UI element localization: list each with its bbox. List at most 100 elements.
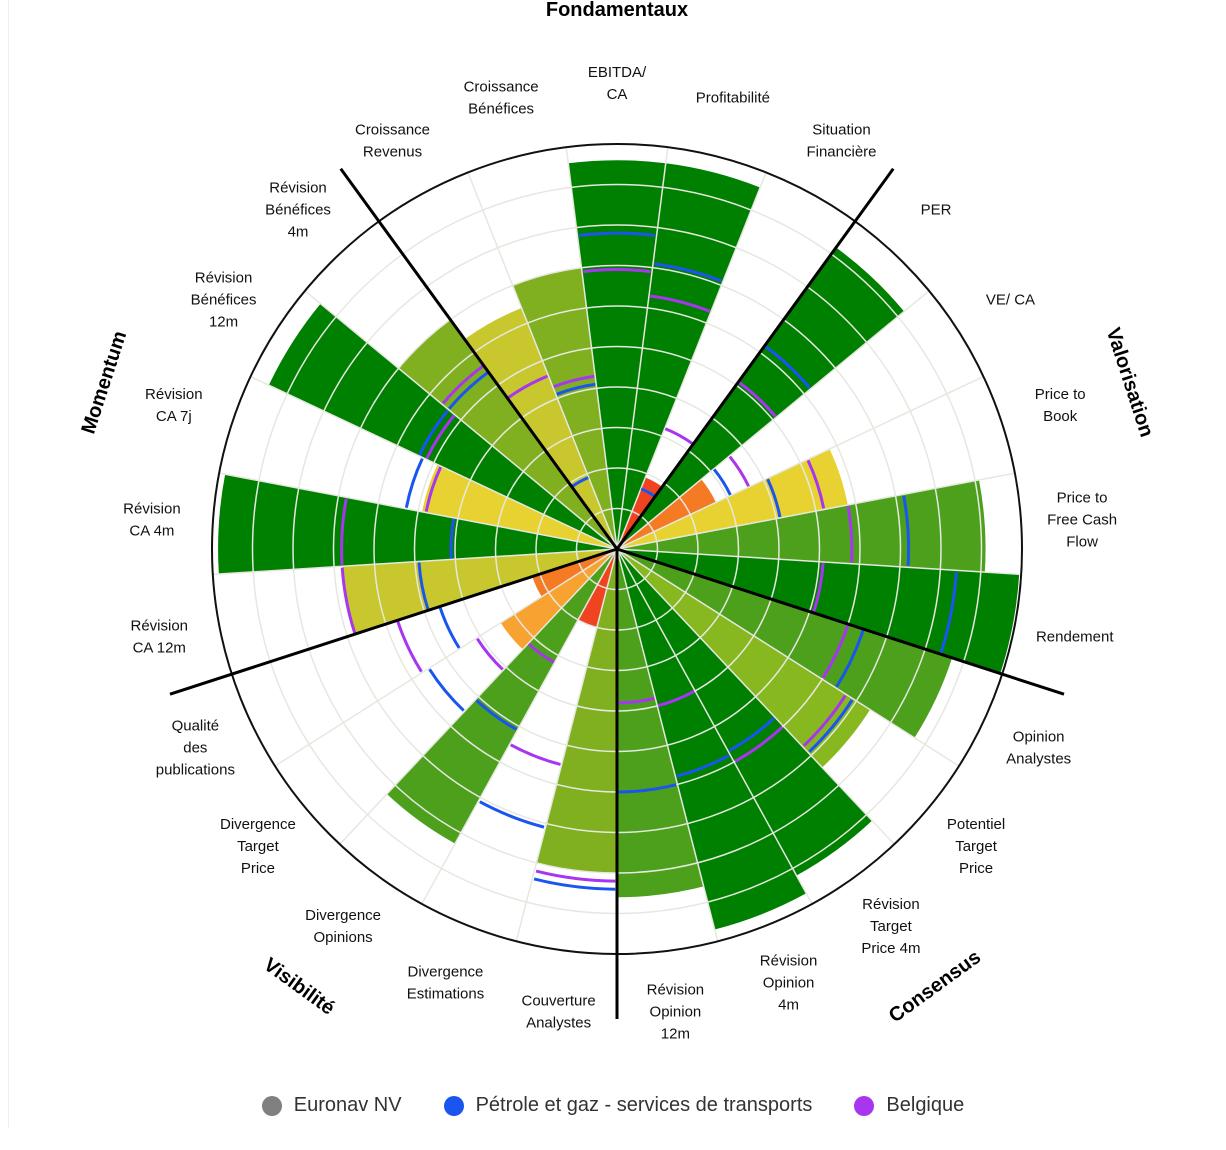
category-label-line: Estimations (407, 985, 485, 1002)
category-label-line: Target (870, 918, 913, 935)
category-label-line: Revenus (363, 144, 422, 161)
country-average-arc (476, 637, 504, 671)
sector-average-arc (556, 382, 596, 396)
sector-average-arc (448, 371, 489, 410)
category-label-line: Révision (123, 501, 181, 518)
bar[interactable] (422, 464, 617, 549)
group-label: Fondamentaux (546, 0, 688, 21)
category-label: Potentiel Target Price (947, 816, 1005, 877)
category-label-line: Révision (760, 952, 818, 969)
category-label-line: VE/ CA (986, 291, 1035, 308)
country-average-arc (812, 562, 825, 613)
group-label: Valorisation (1102, 325, 1158, 440)
category-label-line: Couverture (521, 992, 595, 1009)
category-label-line: Opinion (1013, 728, 1065, 745)
category-label: Divergence Target Price (220, 816, 296, 877)
legend-dot-icon (854, 1095, 875, 1116)
country-average-arc (527, 642, 555, 664)
category-label-line: EBITDA/ (588, 64, 647, 81)
country-average-arc (738, 381, 777, 418)
sector-average-arc (835, 629, 865, 688)
bar[interactable] (386, 549, 617, 844)
category-label-line: Book (1043, 408, 1078, 425)
bar[interactable] (218, 474, 617, 575)
frame-border (8, 0, 9, 1128)
category-label-line: Free Cash (1047, 512, 1117, 529)
category-label-line: Divergence (305, 907, 381, 924)
sector-average-arc (902, 495, 911, 566)
category-label: Révision CA 4m (123, 501, 181, 540)
category-label-line: Divergence (220, 816, 296, 833)
category-label: Croissance Revenus (355, 122, 430, 161)
category-label-line: Price (241, 860, 275, 877)
category-label-line: publications (156, 761, 235, 778)
benchmark-arcs-layer (340, 231, 958, 891)
category-label-line: Opinions (313, 929, 372, 946)
sector-average-arc (676, 754, 730, 778)
category-label-line: Bénéfices (191, 291, 257, 308)
bar[interactable] (398, 319, 617, 549)
category-label-line: CA 7j (156, 408, 192, 425)
sector-average-arc (479, 800, 545, 829)
bar[interactable] (500, 549, 617, 650)
country-average-arc (396, 621, 423, 673)
country-average-arc (441, 365, 484, 405)
country-average-arc (340, 498, 348, 565)
bar[interactable] (512, 267, 617, 549)
category-label-line: CA 12m (133, 639, 186, 656)
category-label: Croissance Bénéfices (464, 79, 539, 118)
category-label: Révision Target Price 4m (861, 896, 920, 957)
category-label: Révision Opinion 12m (647, 981, 705, 1042)
category-label-line: Révision (195, 269, 253, 286)
category-label-line: PER (921, 201, 952, 218)
bar[interactable] (617, 163, 761, 549)
bar[interactable] (532, 549, 617, 597)
category-label: Révision Bénéfices 12m (191, 269, 257, 330)
legend-label: Euronav NV (293, 1094, 402, 1116)
country-average-arc (664, 427, 694, 445)
legend-item-company[interactable]: Euronav NV (261, 1094, 402, 1117)
bar[interactable] (577, 549, 617, 628)
category-label-line: 4m (288, 223, 309, 240)
sector-average-arc (428, 668, 465, 712)
category-label: EBITDA/CA (588, 64, 647, 103)
bar[interactable] (617, 549, 871, 768)
bar[interactable] (568, 160, 666, 549)
category-label-line: Price 4m (861, 940, 920, 957)
group-label: Consensus (885, 946, 985, 1027)
bar[interactable] (268, 303, 617, 549)
category-label-line: Révision (647, 981, 705, 998)
sector-average-arc (449, 518, 456, 559)
category-label: Situation Financière (806, 122, 876, 161)
category-labels-layer: Croissance Revenus Croissance Bénéfices EBIT… (123, 64, 1117, 1042)
category-label-line: Opinion (763, 974, 815, 991)
bar[interactable] (464, 308, 617, 549)
category-label-line: Profitabilité (696, 90, 770, 107)
group-dividers-layer (169, 167, 1065, 1019)
bar[interactable] (617, 479, 716, 549)
country-average-arc (535, 869, 616, 883)
category-label-line: Analystes (1006, 750, 1071, 767)
bar[interactable] (617, 448, 848, 549)
category-label: Révision Bénéfices 4m (265, 179, 331, 240)
bar[interactable] (617, 549, 873, 876)
country-average-arc (650, 294, 711, 313)
sector-average-arc (939, 572, 958, 653)
legend-item-sector[interactable]: Pétrole et gaz - services de transports (443, 1094, 813, 1117)
country-average-arc (424, 466, 443, 512)
country-average-arc (734, 725, 784, 763)
category-label-line: Rendement (1036, 628, 1114, 645)
sector-average-arc (417, 562, 430, 610)
legend-label: Pétrole et gaz - services de transports (475, 1094, 813, 1116)
category-label-line: CA (607, 86, 628, 103)
bar[interactable] (617, 247, 905, 549)
bar[interactable] (617, 479, 986, 573)
bar[interactable] (617, 549, 807, 930)
sector-average-arc (475, 699, 518, 731)
country-average-arc (553, 374, 595, 389)
legend-item-country[interactable]: Belgique (854, 1094, 964, 1117)
country-average-arc (728, 455, 750, 487)
group-divider-line (339, 167, 619, 550)
bar[interactable] (617, 549, 953, 738)
